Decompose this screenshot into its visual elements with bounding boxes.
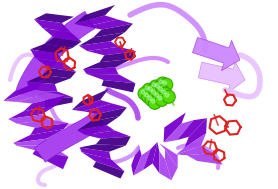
Polygon shape	[79, 41, 119, 51]
Polygon shape	[82, 152, 124, 171]
Polygon shape	[79, 32, 125, 46]
Polygon shape	[177, 118, 207, 140]
Polygon shape	[33, 150, 68, 169]
Polygon shape	[72, 100, 112, 111]
Circle shape	[162, 90, 166, 94]
Polygon shape	[163, 113, 186, 142]
Circle shape	[148, 96, 161, 109]
Circle shape	[159, 80, 163, 84]
Polygon shape	[90, 108, 127, 122]
Polygon shape	[43, 68, 76, 78]
Circle shape	[149, 80, 162, 93]
Polygon shape	[8, 114, 51, 124]
Polygon shape	[43, 28, 81, 42]
Polygon shape	[83, 67, 118, 74]
Polygon shape	[24, 96, 65, 111]
Circle shape	[151, 99, 155, 103]
Polygon shape	[198, 61, 245, 93]
Circle shape	[155, 93, 168, 106]
Polygon shape	[93, 162, 124, 179]
Circle shape	[158, 87, 162, 91]
Polygon shape	[133, 149, 150, 176]
Polygon shape	[17, 119, 69, 128]
Circle shape	[158, 96, 162, 100]
Circle shape	[152, 90, 155, 94]
Circle shape	[145, 86, 149, 90]
Polygon shape	[27, 82, 57, 91]
Polygon shape	[176, 133, 206, 154]
Polygon shape	[143, 142, 157, 170]
Polygon shape	[163, 120, 193, 142]
Circle shape	[162, 90, 175, 103]
Circle shape	[163, 81, 167, 85]
Polygon shape	[80, 147, 111, 159]
Polygon shape	[15, 11, 95, 98]
Polygon shape	[184, 118, 207, 148]
Polygon shape	[101, 80, 135, 92]
Polygon shape	[35, 58, 76, 72]
Polygon shape	[27, 75, 70, 84]
Circle shape	[142, 90, 155, 103]
Circle shape	[142, 83, 155, 96]
Circle shape	[148, 96, 152, 100]
Polygon shape	[153, 142, 159, 173]
Polygon shape	[3, 90, 49, 102]
Circle shape	[141, 90, 145, 94]
Circle shape	[156, 77, 169, 90]
Polygon shape	[8, 105, 57, 119]
Polygon shape	[16, 92, 65, 104]
Polygon shape	[34, 19, 70, 32]
Polygon shape	[187, 153, 223, 165]
Polygon shape	[83, 104, 127, 114]
Polygon shape	[17, 145, 68, 157]
Polygon shape	[45, 97, 73, 108]
Polygon shape	[44, 37, 81, 48]
Polygon shape	[165, 149, 178, 180]
Circle shape	[159, 87, 172, 100]
Polygon shape	[85, 130, 131, 139]
Polygon shape	[72, 89, 109, 110]
Polygon shape	[74, 5, 115, 24]
Circle shape	[145, 93, 158, 106]
Circle shape	[156, 84, 168, 97]
Polygon shape	[13, 129, 64, 143]
Polygon shape	[29, 91, 73, 99]
Polygon shape	[34, 13, 74, 23]
Polygon shape	[77, 116, 120, 130]
Polygon shape	[176, 146, 213, 155]
Polygon shape	[3, 78, 46, 101]
Polygon shape	[35, 111, 106, 162]
Polygon shape	[77, 125, 115, 135]
Polygon shape	[159, 151, 171, 180]
Polygon shape	[30, 44, 72, 54]
Polygon shape	[131, 145, 142, 176]
Circle shape	[152, 83, 156, 87]
Circle shape	[165, 93, 169, 97]
Circle shape	[149, 87, 162, 100]
Polygon shape	[30, 123, 69, 135]
Circle shape	[153, 81, 165, 94]
Polygon shape	[83, 59, 131, 69]
Circle shape	[146, 84, 158, 97]
Polygon shape	[100, 51, 136, 62]
Polygon shape	[74, 15, 118, 26]
Polygon shape	[93, 24, 133, 37]
Circle shape	[155, 84, 159, 88]
Circle shape	[145, 93, 148, 97]
Polygon shape	[96, 137, 131, 146]
Polygon shape	[80, 144, 126, 152]
Circle shape	[152, 90, 165, 103]
Polygon shape	[192, 37, 240, 71]
Polygon shape	[86, 74, 135, 83]
Polygon shape	[86, 19, 133, 30]
Polygon shape	[30, 49, 63, 62]
Polygon shape	[13, 139, 51, 146]
Circle shape	[160, 78, 173, 91]
Polygon shape	[159, 143, 178, 167]
Circle shape	[148, 87, 152, 91]
Circle shape	[155, 93, 159, 97]
Circle shape	[138, 87, 151, 100]
Polygon shape	[87, 47, 136, 55]
